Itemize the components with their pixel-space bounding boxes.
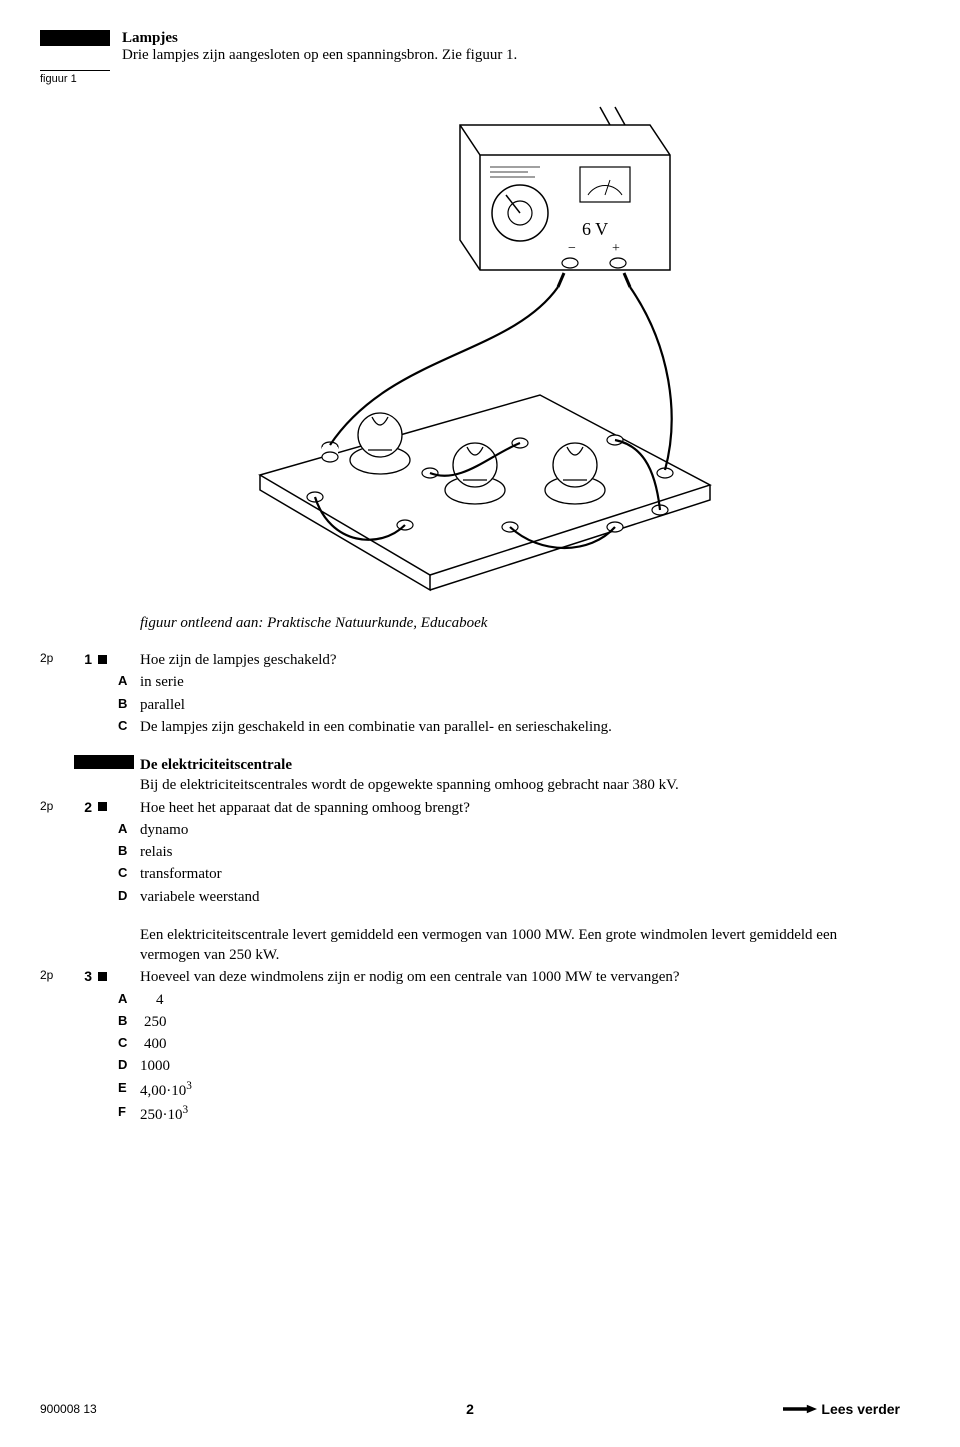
q2-stem: 2p 2 Hoe heet het apparaat dat de spanni…	[40, 798, 900, 818]
q1-stem: 2p 1 Hoe zijn de lampjes geschakeld?	[40, 650, 900, 670]
q3-opt-b: B 250	[40, 1012, 900, 1032]
footer-code: 900008 13	[40, 1402, 97, 1416]
section-2-header: De elektriciteitscentrale Bij de elektri…	[40, 755, 900, 796]
black-marker-small	[74, 755, 134, 769]
q3-opt-e: E 4,00·103	[40, 1079, 900, 1101]
q3-points: 2p	[40, 967, 74, 983]
square-marker-icon	[98, 802, 107, 811]
svg-text:6 V: 6 V	[582, 219, 608, 239]
section-1-title: Lampjes	[122, 30, 517, 47]
q1-points: 2p	[40, 650, 74, 666]
black-marker-large	[40, 30, 110, 46]
square-marker-icon	[98, 972, 107, 981]
section-1-intro: Drie lampjes zijn aangesloten op een spa…	[122, 47, 517, 64]
q1-opt-a: A in serie	[40, 672, 900, 692]
q3-opt-f: F 250·103	[40, 1103, 900, 1125]
section-1-header: Lampjes Drie lampjes zijn aangesloten op…	[40, 30, 900, 64]
q1-opt-c: C De lampjes zijn geschakeld in een comb…	[40, 717, 900, 737]
figure-1-label: figuur 1	[40, 70, 110, 85]
q3-opt-d: D 1000	[40, 1056, 900, 1076]
svg-text:+: +	[612, 241, 620, 256]
page-footer: 900008 13 2 Lees verder	[40, 1401, 900, 1417]
q2-opt-b: B relais	[40, 842, 900, 862]
q3-opt-a: A 4	[40, 990, 900, 1010]
figure-1: 6 V − +	[40, 95, 900, 595]
svg-text:−: −	[568, 241, 576, 256]
q3-opt-c: C 400	[40, 1034, 900, 1054]
q1-question: Hoe zijn de lampjes geschakeld?	[140, 650, 900, 670]
arrow-right-icon	[783, 1404, 817, 1414]
q1-opt-b: B parallel	[40, 695, 900, 715]
q3-number: 3	[74, 967, 98, 986]
q2-opt-c: C transformator	[40, 864, 900, 884]
q2-number: 2	[74, 798, 98, 817]
option-letter-b: B	[118, 695, 140, 713]
square-marker-icon	[98, 655, 107, 664]
figure-1-source: figuur ontleend aan: Praktische Natuurku…	[140, 615, 900, 632]
section-2-intro: Bij de elektriciteitscentrales wordt de …	[140, 775, 900, 795]
q3-intro: Een elektriciteitscentrale levert gemidd…	[40, 925, 900, 966]
section-2-title: De elektriciteitscentrale	[140, 755, 900, 775]
q1-number: 1	[74, 650, 98, 669]
q2-opt-d: D variabele weerstand	[40, 887, 900, 907]
footer-next: Lees verder	[783, 1401, 900, 1417]
page-number: 2	[466, 1401, 474, 1417]
q2-question: Hoe heet het apparaat dat de spanning om…	[140, 798, 900, 818]
option-letter-c: C	[118, 717, 140, 735]
q3-question: Hoeveel van deze windmolens zijn er nodi…	[140, 967, 900, 987]
q2-opt-a: A dynamo	[40, 820, 900, 840]
q3-stem: 2p 3 Hoeveel van deze windmolens zijn er…	[40, 967, 900, 987]
q2-points: 2p	[40, 798, 74, 814]
option-letter-a: A	[118, 672, 140, 690]
